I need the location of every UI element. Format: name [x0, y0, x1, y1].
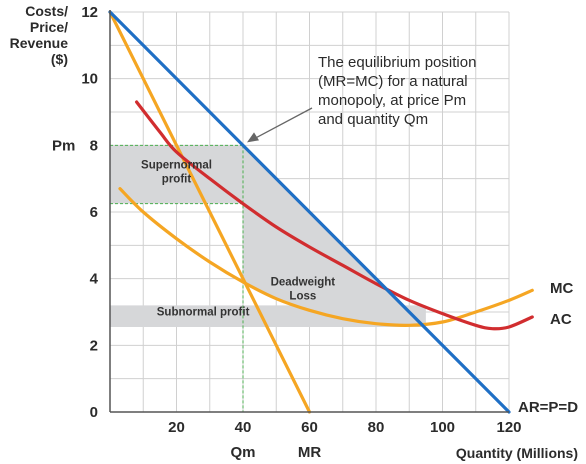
- curve-mc: [118, 187, 534, 327]
- region-label-deadweight-loss: Deadweight: [271, 276, 336, 288]
- annotation-line: (MR=MC) for a natural: [318, 73, 468, 90]
- x-tick-label: 60: [301, 419, 318, 436]
- axes: [109, 10, 509, 413]
- y-tick-label: 8: [90, 137, 98, 154]
- annotation-arrow-line: [254, 107, 313, 139]
- y-tick-label: 2: [90, 337, 98, 354]
- curve-mr: [108, 10, 312, 414]
- y-tick-label: 4: [90, 271, 99, 288]
- region-label-supernormal-profit: profit: [162, 174, 192, 186]
- x-tick-label: 100: [430, 419, 455, 436]
- shaded-regions: [110, 145, 426, 329]
- region-label-deadweight-loss: Loss: [289, 290, 316, 302]
- curve-ar-p-d: [108, 10, 511, 414]
- region-supernormal-profit: [110, 145, 243, 204]
- x-axis-title: Quantity (Millions): [456, 445, 578, 461]
- region-label-supernormal-profit: Supernormal: [141, 160, 212, 172]
- curve-label-mc: MC: [550, 280, 573, 297]
- annotation-line: monopoly, at price Pm: [318, 92, 466, 109]
- y-tick-label-pm: Pm: [52, 137, 75, 154]
- x-tick-label: 120: [496, 419, 521, 436]
- y-tick-label: 12: [81, 4, 98, 21]
- annotation-line: The equilibrium position: [318, 54, 476, 71]
- region-subnormal-profit: [110, 305, 426, 327]
- y-axis-title-line: Costs/: [25, 3, 68, 19]
- y-axis-title-line: Revenue: [10, 35, 69, 51]
- annotation-line: and quantity Qm: [318, 111, 428, 128]
- curve-ac: [135, 100, 534, 331]
- curve-label-ac: AC: [550, 311, 572, 328]
- x-tick-label: 80: [368, 419, 385, 436]
- labels: 0 2 4 6 8 10 12 20 40 60 80 100 120 Pm Qm MR Costs/Price…: [10, 3, 579, 461]
- x-tick-label: 40: [235, 419, 252, 436]
- curve-label-ar-p-d: AR=P=D: [518, 399, 578, 416]
- x-tick-label: 20: [168, 419, 185, 436]
- x-tick-label-qm: Qm: [230, 444, 255, 461]
- annotation-arrow-head: [247, 132, 259, 143]
- y-tick-label: 0: [90, 404, 98, 421]
- y-axis-title-line: Price/: [30, 19, 68, 35]
- region-label-subnormal-profit: Subnormal profit: [157, 306, 250, 318]
- curves: [108, 10, 534, 414]
- y-tick-label: 6: [90, 204, 98, 221]
- x-tick-label-mr: MR: [298, 444, 321, 461]
- y-axis-title-line: ($): [51, 51, 68, 67]
- y-tick-label: 10: [81, 71, 98, 88]
